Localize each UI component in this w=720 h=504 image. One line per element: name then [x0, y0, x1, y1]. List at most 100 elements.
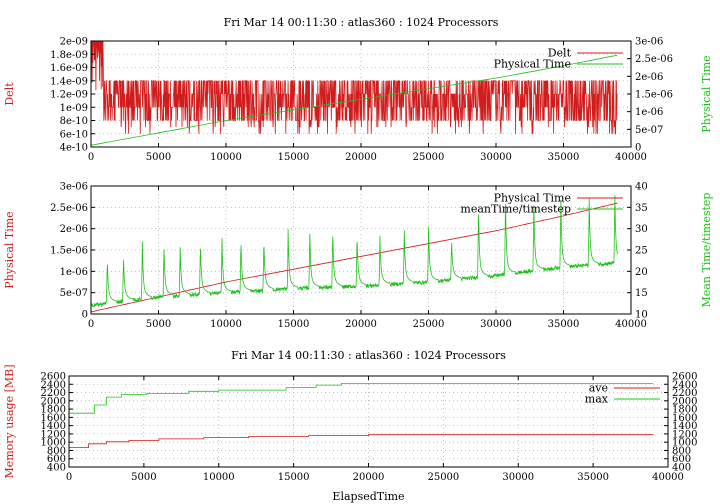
y-tick-label: 1800 [41, 405, 66, 416]
y2-tick-label: 2200 [672, 388, 697, 399]
legend-entry-physical-time: Physical Time [494, 58, 571, 71]
y2-tick-label: 1.5e-06 [635, 90, 673, 101]
x-tick-label: 30000 [502, 472, 534, 483]
y-tick-label: 2e-09 [60, 37, 88, 48]
x-tick-label: 15000 [278, 152, 310, 163]
y2-tick-label: 1600 [672, 413, 697, 424]
y2-tick-label: 1400 [672, 421, 697, 432]
x-tick-label: 20000 [353, 472, 385, 483]
y-tick-label: 1.6e-09 [50, 63, 88, 74]
legend-entry-max: max [585, 393, 609, 406]
y2-tick-label: 2600 [672, 372, 697, 383]
x-tick-label: 20000 [345, 319, 377, 330]
y2-tick-label: 2e-06 [635, 72, 663, 83]
y-tick-label: 1.4e-09 [50, 76, 88, 87]
y-tick-label: 600 [47, 454, 66, 465]
plot-frame [68, 375, 669, 468]
y-tick-label: 2.5e-06 [50, 203, 88, 214]
x-tick-label: 25000 [427, 472, 459, 483]
y-tick-label: 1.8e-09 [50, 50, 88, 61]
x-tick-label: 5000 [146, 152, 171, 163]
x-tick-label: 0 [88, 319, 94, 330]
x-tick-label: 40000 [615, 319, 647, 330]
series-line-max [69, 383, 653, 414]
y2-tick-label: 800 [672, 446, 691, 457]
y-tick-label: 8e-10 [60, 116, 88, 127]
x-tick-label: 10000 [210, 319, 242, 330]
y-tick-label: 2200 [41, 388, 66, 399]
series-line-delt [90, 40, 618, 135]
y2-tick-label: 30 [635, 224, 648, 235]
x-tick-label: 0 [66, 472, 72, 483]
x-tick-label: 5000 [131, 472, 156, 483]
y2-tick-label: 600 [672, 454, 691, 465]
panel-memory-usage: 0 5000 10000 15000 20000 25000 30000 35000 40000… [3, 349, 697, 503]
y2-tick-label: 1200 [672, 429, 697, 440]
x-tick-label: 25000 [413, 152, 445, 163]
y-tick-label: 1000 [41, 438, 66, 449]
legend-entry-ave: ave [589, 382, 608, 395]
y-tick-label: 2000 [41, 396, 66, 407]
x-tick-label: 35000 [548, 152, 580, 163]
y-axis-label: Memory usage [MB] [3, 364, 16, 478]
x-tick-label: 15000 [278, 472, 310, 483]
y2-tick-label: 2400 [672, 380, 697, 391]
y-axis-label: Delt [3, 82, 16, 106]
y2-tick-label: 35 [635, 203, 648, 214]
y2-axis-label: Physical Time [700, 55, 713, 132]
chart-title: Fri Mar 14 00:11:30 : atlas360 : 1024 Pr… [224, 16, 499, 29]
x-tick-label: 30000 [480, 152, 512, 163]
y-tick-label: 400 [47, 463, 66, 474]
y-tick-label: 6e-10 [60, 129, 88, 140]
x-tick-label: 40000 [615, 152, 647, 163]
series-line-meantime-timestep [90, 195, 618, 308]
x-axis-label: ElapsedTime [332, 490, 404, 503]
y-tick-label: 3e-06 [60, 182, 88, 193]
y2-tick-label: 10 [635, 310, 648, 321]
y2-axis-label: Mean Time/timestep [700, 193, 713, 308]
y-tick-label: 1.5e-06 [50, 246, 88, 257]
y2-tick-label: 15 [635, 288, 648, 299]
y-tick-label: 5e-07 [60, 288, 88, 299]
series-line-physical-time [90, 202, 618, 313]
y2-tick-label: 2000 [672, 396, 697, 407]
y2-tick-label: 0 [635, 143, 641, 154]
y2-tick-label: 1e-06 [635, 107, 663, 118]
series-line-ave [69, 434, 653, 448]
x-tick-label: 35000 [548, 319, 580, 330]
x-tick-label: 5000 [146, 319, 171, 330]
y2-tick-label: 20 [635, 267, 648, 278]
panel-delt-physical-time: 0 5000 10000 15000 20000 25000 30000 35000 40000… [3, 16, 713, 163]
y2-tick-label: 40 [635, 182, 648, 193]
legend-entry-delt: Delt [548, 47, 572, 60]
legend-entry-meantime-timestep: meanTime/timestep [460, 203, 571, 216]
y-tick-label: 2600 [41, 372, 66, 383]
y2-tick-label: 400 [672, 463, 691, 474]
y-tick-label: 1400 [41, 421, 66, 432]
x-tick-label: 35000 [577, 472, 609, 483]
x-tick-label: 25000 [413, 319, 445, 330]
x-tick-label: 10000 [203, 472, 235, 483]
y-tick-label: 2e-06 [60, 224, 88, 235]
y2-tick-label: 5e-07 [635, 125, 663, 136]
y-axis-label: Physical Time [3, 211, 16, 288]
y-tick-label: 1.2e-09 [50, 90, 88, 101]
legend-entry-physical-time: Physical Time [494, 192, 571, 205]
panel-physical-time-mean-time: 0 5000 10000 15000 20000 25000 30000 35000 40000… [3, 182, 713, 331]
x-tick-label: 0 [88, 152, 94, 163]
y-tick-label: 1600 [41, 413, 66, 424]
x-tick-label: 20000 [345, 152, 377, 163]
series-line-physical-time [90, 54, 618, 146]
y-tick-label: 2400 [41, 380, 66, 391]
y2-tick-label: 25 [635, 246, 648, 257]
y-tick-label: 4e-10 [60, 143, 88, 154]
y-tick-label: 1200 [41, 429, 66, 440]
y2-tick-label: 1000 [672, 438, 697, 449]
x-tick-label: 40000 [652, 472, 684, 483]
x-tick-label: 15000 [278, 319, 310, 330]
y2-tick-label: 1800 [672, 405, 697, 416]
y-tick-label: 1e-06 [60, 267, 88, 278]
y-tick-label: 800 [47, 446, 66, 457]
y-tick-label: 0 [82, 310, 88, 321]
